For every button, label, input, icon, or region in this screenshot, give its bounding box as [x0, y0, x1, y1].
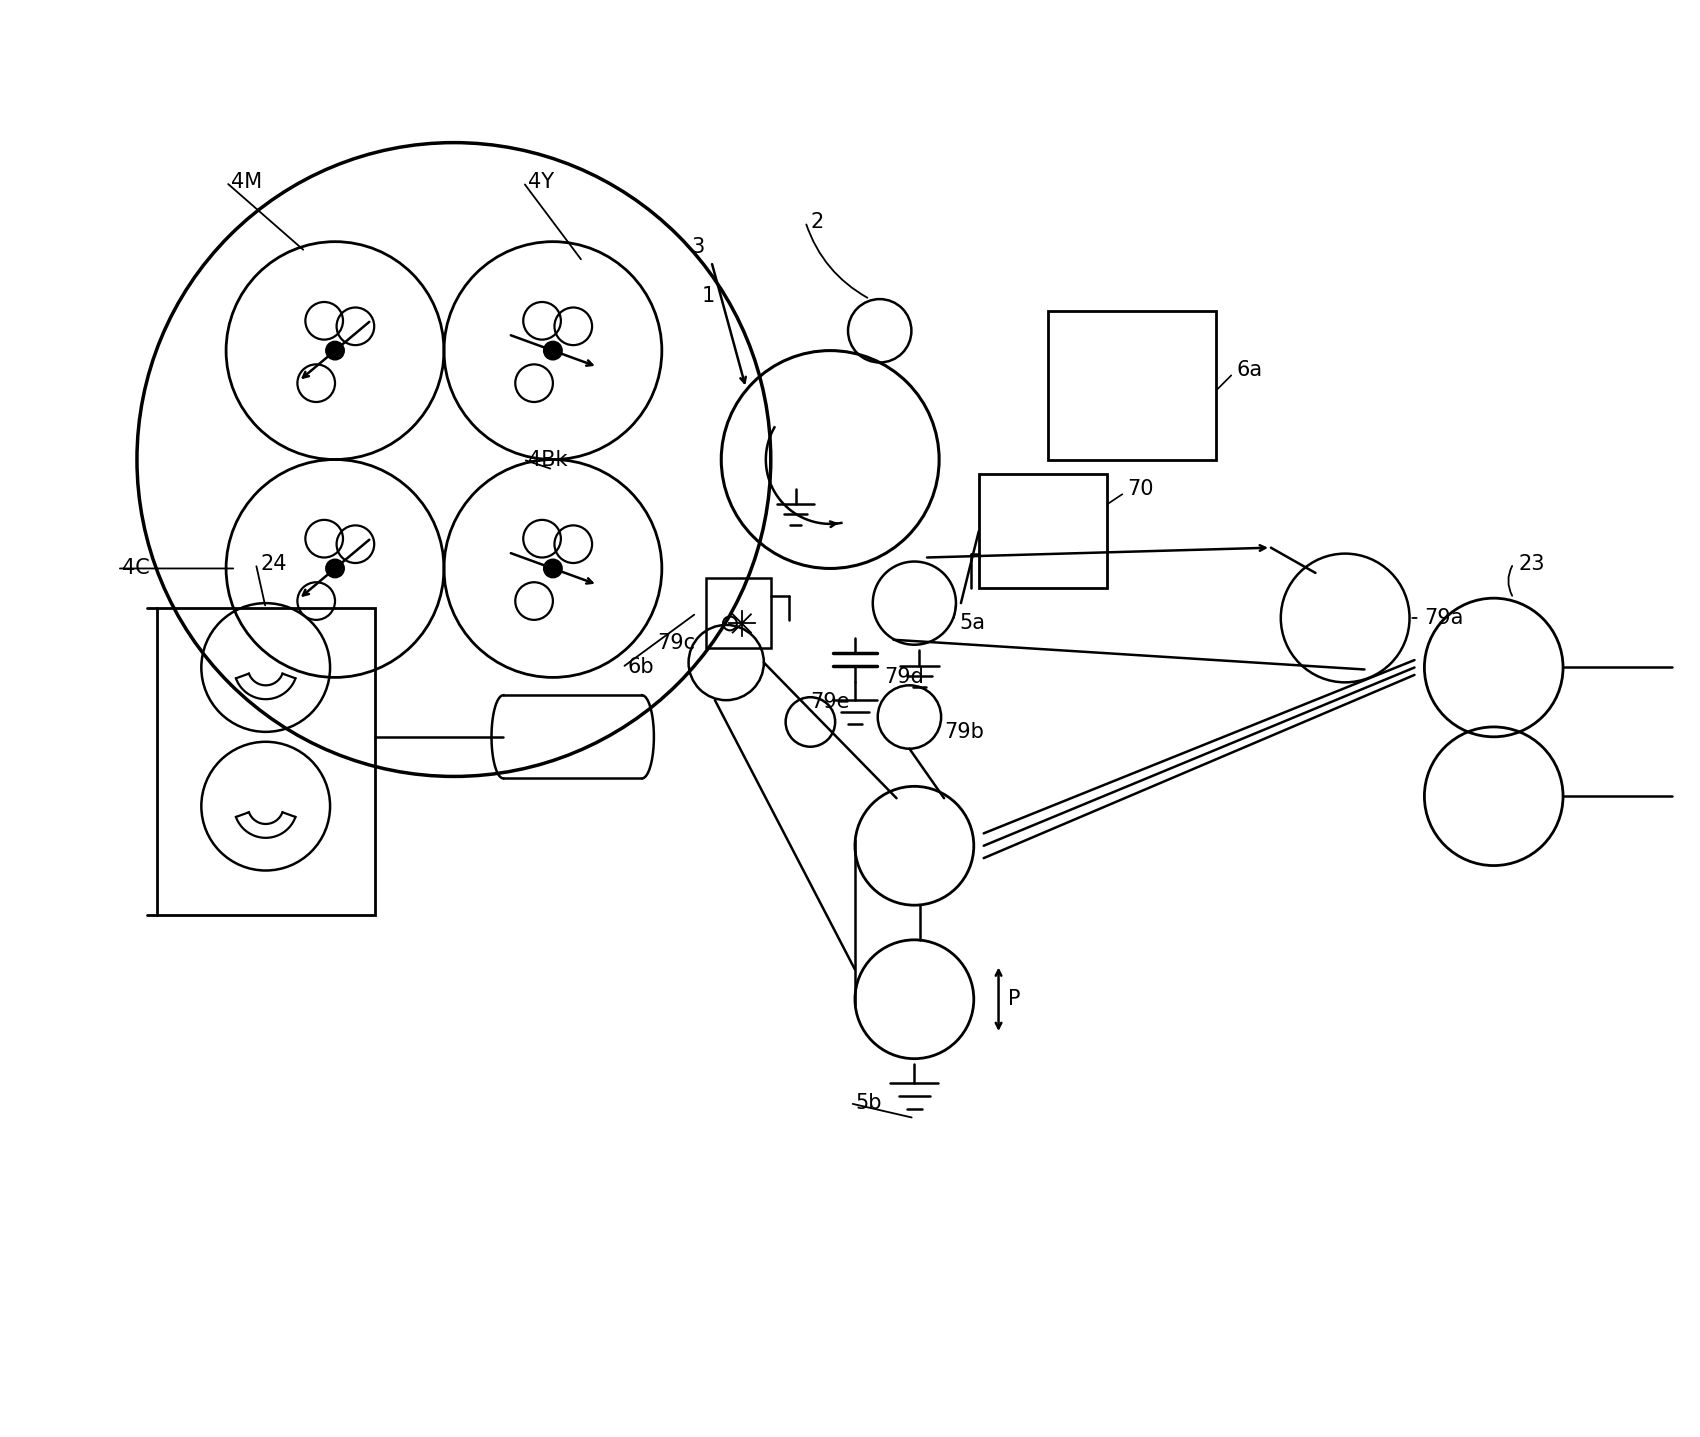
Text: 1: 1 [702, 286, 714, 306]
Bar [1049, 310, 1217, 460]
Text: 5a: 5a [959, 614, 984, 632]
Circle shape [544, 559, 561, 578]
Text: 5b: 5b [855, 1094, 882, 1114]
Circle shape [326, 342, 343, 359]
Text: 79d: 79d [884, 667, 925, 687]
Text: 24: 24 [260, 553, 287, 573]
Circle shape [326, 559, 343, 578]
Bar [707, 578, 770, 648]
Text: 70: 70 [1127, 479, 1154, 499]
Text: 6a: 6a [1236, 361, 1263, 381]
Bar [156, 608, 374, 915]
Text: 4Bk: 4Bk [529, 450, 568, 470]
Text: 4M: 4M [231, 172, 262, 193]
Text: 79c: 79c [656, 632, 695, 652]
Text: 3: 3 [692, 237, 706, 257]
Text: 79e: 79e [811, 693, 850, 713]
Circle shape [544, 342, 561, 359]
Text: 4C: 4C [122, 559, 150, 579]
Text: P: P [1008, 989, 1022, 1009]
Text: 79b: 79b [944, 721, 984, 741]
Text: 23: 23 [1518, 553, 1545, 573]
Text: 2: 2 [811, 211, 823, 231]
Text: 4Y: 4Y [529, 172, 554, 193]
Text: 6b: 6b [627, 658, 654, 677]
Bar [979, 474, 1107, 588]
Text: 79a: 79a [1425, 608, 1464, 628]
